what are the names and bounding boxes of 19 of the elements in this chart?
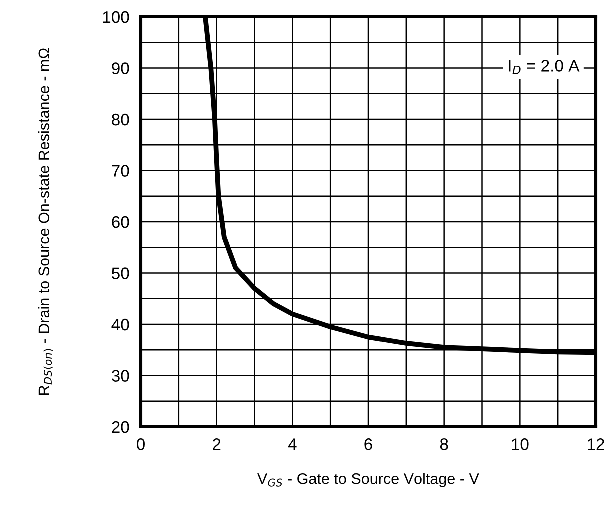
annotation: I$_{D}$ = 2.0 A xyxy=(509,60,580,74)
y-tick-label: 40 xyxy=(112,318,130,331)
y-tick-label: 30 xyxy=(112,370,130,382)
x-tick-label: 6 xyxy=(364,438,372,450)
x-tick-label: 2 xyxy=(213,438,221,450)
x-axis-title: V$_{GS}$ - Gate to Source Voltage - V xyxy=(257,473,480,488)
y-tick-label: 90 xyxy=(112,62,130,74)
y-tick-label: 70 xyxy=(112,165,130,177)
x-tick-label: 8 xyxy=(440,438,448,450)
x-tick-label: 10 xyxy=(512,438,529,450)
y-axis-title: R$_{DS(on)}$ - Drain to Source On-state Resistance - mΩ xyxy=(38,48,54,395)
y-tick-label: 50 xyxy=(112,268,130,280)
y-tick-label: 100 xyxy=(103,11,130,24)
y-tick-label: 60 xyxy=(112,216,130,228)
y-tick-label: 20 xyxy=(112,421,130,434)
x-tick-label: 12 xyxy=(588,438,604,450)
x-tick-label: 4 xyxy=(288,438,297,450)
y-tick-label: 80 xyxy=(112,114,130,126)
x-tick-label: 0 xyxy=(137,438,145,450)
